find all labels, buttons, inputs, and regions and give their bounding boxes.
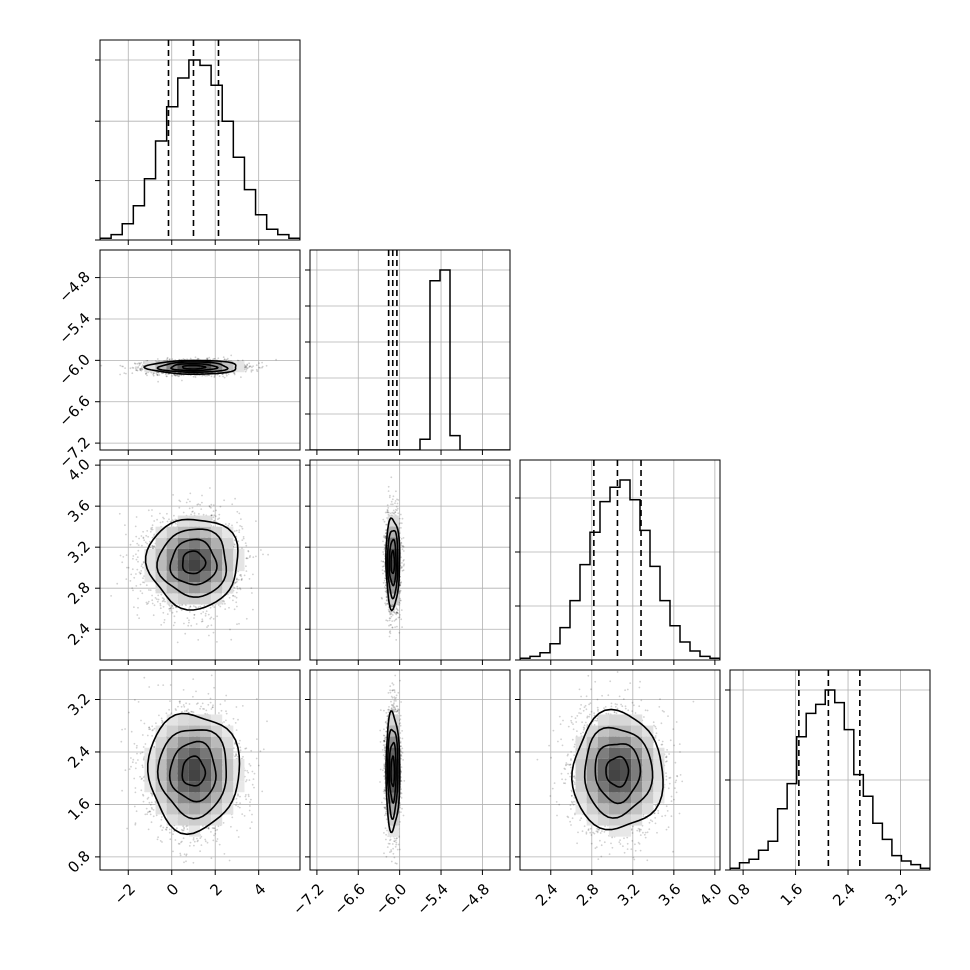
contour-line	[156, 361, 229, 374]
grid-lines	[520, 460, 720, 661]
histogram-step	[100, 59, 300, 240]
plot-area	[120, 674, 268, 864]
plot-area	[520, 460, 720, 660]
grid-lines	[100, 250, 300, 450]
hist-panel-2	[515, 459, 721, 665]
x-tick-label: 2.4	[532, 880, 562, 910]
scatter-panel-2-0: 2.42.83.23.64.0	[64, 455, 301, 665]
y-tick-label: 3.6	[64, 496, 94, 526]
x-tick-label: 1.6	[777, 880, 807, 910]
axes-frame	[519, 669, 721, 871]
axes-frame	[729, 669, 931, 871]
scatter-panel-1-0: −7.2−6.6−6.0−5.4−4.8	[55, 249, 301, 472]
axes-frame	[99, 669, 301, 871]
contour-line	[390, 754, 396, 788]
contour-line	[169, 363, 219, 372]
contour-line	[168, 740, 217, 803]
grid-lines	[310, 670, 510, 870]
x-tick-label: 4.0	[696, 880, 726, 910]
density-shading	[575, 714, 665, 837]
axes-frame	[99, 39, 301, 241]
y-tick-label: −6.6	[55, 392, 93, 430]
x-tick-label: 3.2	[614, 880, 644, 910]
contour-line	[605, 755, 630, 788]
axes-frame	[309, 669, 511, 871]
contour-line	[181, 364, 207, 370]
plot-area	[110, 487, 269, 644]
y-tick-label: −4.8	[55, 268, 93, 306]
y-tick-label: −5.4	[55, 309, 93, 347]
contour-line	[181, 550, 207, 575]
axes-frame	[519, 459, 721, 661]
histogram-step	[310, 269, 510, 450]
contour-line	[181, 755, 207, 787]
y-tick-label: 2.4	[64, 619, 94, 649]
x-tick-label: 3.2	[882, 880, 912, 910]
contour-line	[144, 518, 239, 611]
x-tick-label: 4	[250, 880, 269, 899]
contour-line	[156, 528, 228, 598]
plot-area	[379, 674, 406, 865]
contour-line	[594, 743, 642, 805]
x-tick-label: 0.8	[724, 880, 754, 910]
plot-area	[380, 476, 405, 641]
histogram-step	[520, 479, 720, 660]
axes-frame	[99, 459, 301, 661]
contour-line	[390, 549, 396, 575]
x-tick-label: −4.8	[455, 880, 493, 918]
x-tick-label: 3.6	[655, 880, 685, 910]
contour-line	[156, 729, 227, 820]
histogram-step	[730, 689, 930, 870]
scatter-panel-3-2: 2.4 2.8 3.2 3.6 4.0	[515, 669, 726, 910]
y-tick-label: 3.2	[64, 537, 94, 567]
x-tick-label: 2.8	[573, 880, 603, 910]
plot-area	[100, 354, 277, 383]
contour-line	[169, 538, 218, 586]
contour-line	[386, 529, 399, 600]
grid-lines	[730, 670, 930, 871]
grid-lines	[310, 250, 510, 451]
scatter-panel-3-1: −7.2 −6.6 −6.0 −5.4 −4.8	[289, 669, 511, 919]
hist-panel-3: 0.8 1.6 2.4 3.2	[724, 669, 931, 910]
x-tick-label: −5.4	[413, 880, 451, 918]
contour-line	[143, 359, 237, 375]
x-tick-label: −7.2	[289, 880, 327, 918]
plot-area	[536, 671, 695, 862]
hist-panel-1	[305, 249, 511, 455]
plot-area	[730, 670, 930, 870]
axes-frame	[309, 249, 511, 451]
plot-area	[310, 250, 510, 450]
scatter-panel-3-0: −2 0 2 4 0.8 1.6 2.4 3.2	[64, 669, 301, 908]
y-tick-label: −6.0	[55, 350, 93, 388]
y-tick-label: 1.6	[64, 795, 94, 825]
plot-area	[100, 40, 300, 240]
scatter-panel-2-1	[305, 459, 511, 665]
y-tick-label: 0.8	[64, 847, 94, 877]
contour-line	[385, 710, 401, 834]
contour-line	[388, 538, 398, 587]
contour-line	[583, 726, 654, 819]
contour-line	[388, 741, 397, 805]
contour-line	[385, 517, 401, 612]
axes-frame	[309, 459, 511, 661]
y-tick-label: 2.8	[64, 578, 94, 608]
axes-frame	[99, 249, 301, 451]
y-tick-label: 2.4	[64, 742, 94, 772]
x-tick-label: −6.0	[372, 880, 410, 918]
y-tick-label: 3.2	[64, 690, 94, 720]
contour-line	[147, 712, 241, 836]
contour-line	[570, 708, 664, 831]
grid-lines	[310, 460, 510, 660]
contour-line	[386, 728, 399, 821]
grid-lines	[100, 40, 300, 241]
x-tick-label: 2.4	[829, 880, 859, 910]
x-tick-label: −6.6	[331, 880, 369, 918]
x-tick-label: 2	[206, 880, 225, 899]
x-tick-label: −2	[111, 880, 139, 908]
hist-panel-0	[95, 39, 301, 245]
x-tick-label: 0	[163, 880, 182, 899]
